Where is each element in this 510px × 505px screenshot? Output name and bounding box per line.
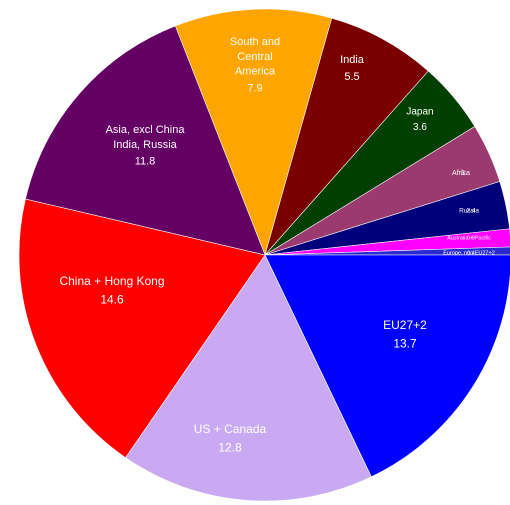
- pie-slice: [264, 17, 429, 256]
- slice-label: Africa: [452, 170, 470, 177]
- slice-value: 0.4: [467, 250, 475, 256]
- slice-label: Japan: [406, 107, 433, 118]
- slice-value: 2.4: [466, 208, 475, 215]
- slice-value: 5.5: [344, 71, 359, 83]
- slice-value: 0.9: [467, 235, 475, 241]
- slice-value: 13.7: [393, 336, 417, 350]
- slice-label: Australia + Pacific: [447, 235, 491, 241]
- pie-slice: [264, 246, 510, 256]
- slice-label: US + Canada: [194, 422, 267, 436]
- slice-label: India: [340, 54, 365, 66]
- slice-label: India, Russia: [113, 139, 177, 151]
- slice-label: Asia, excl China: [106, 124, 186, 136]
- slice-label: South and: [230, 36, 280, 48]
- slice-value: 3.6: [413, 122, 427, 133]
- pie-slice: [125, 254, 372, 502]
- slice-value: 12.8: [218, 440, 242, 454]
- slice-value: 14.6: [100, 292, 124, 306]
- pie-slice: [174, 8, 333, 256]
- pie-slice: [264, 254, 510, 478]
- slice-label: Central: [237, 51, 272, 63]
- slice-label: EU27+2: [383, 318, 427, 332]
- pie-slice: [25, 25, 266, 256]
- slice-value: 11.8: [135, 156, 156, 168]
- slice-label: China + Hong Kong: [59, 274, 164, 288]
- slice-label: Russia: [459, 208, 479, 215]
- pie-slice: [18, 198, 266, 459]
- slice-label: Europe, non EU27+2: [443, 250, 495, 256]
- slice-value: 7.9: [247, 82, 262, 94]
- slice-label: America: [235, 66, 276, 78]
- slice-value: 3: [461, 170, 465, 177]
